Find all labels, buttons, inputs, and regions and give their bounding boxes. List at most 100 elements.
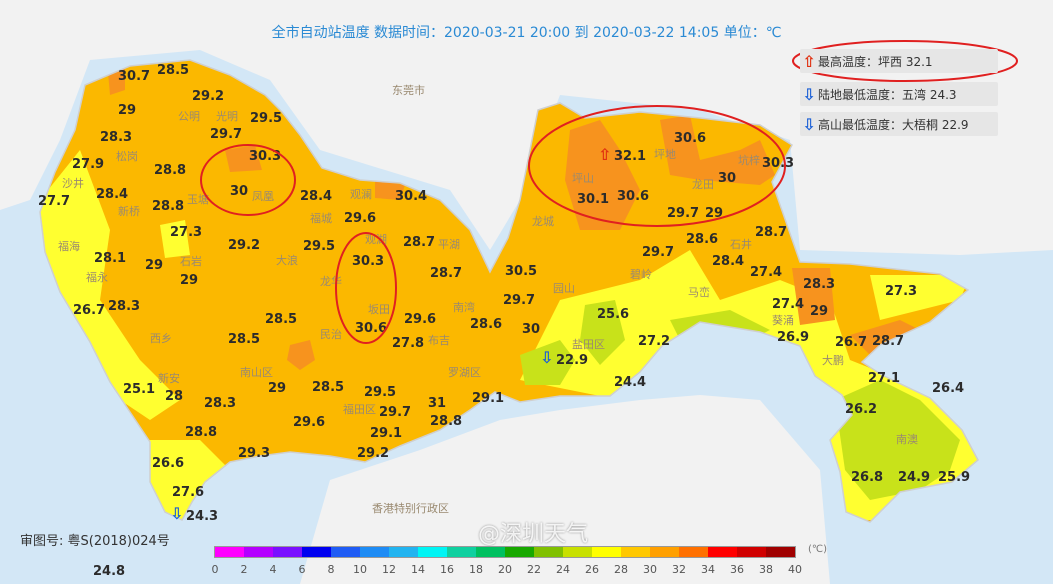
station-value: 29.7 <box>503 293 535 308</box>
color-scale-swatch <box>273 547 302 557</box>
district-label: 南澳 <box>896 433 918 446</box>
color-scale-swatch <box>679 547 708 557</box>
arrow-up-icon: ⇧ <box>802 51 816 71</box>
color-scale-swatch <box>389 547 418 557</box>
station-value: 28.7 <box>403 235 435 250</box>
annotation-circle-west <box>200 144 296 216</box>
annotation-circle-legend <box>792 40 1018 82</box>
temperature-zone-cool <box>870 275 970 320</box>
station-value: 30 <box>718 171 736 186</box>
station-value: 27.2 <box>638 334 670 349</box>
color-scale-swatch <box>244 547 273 557</box>
color-scale-swatch <box>418 547 447 557</box>
district-label: 龙城 <box>532 215 554 228</box>
land-min-temp-text: 陆地最低温度：五湾 24.3 <box>818 87 957 102</box>
color-scale-swatch <box>621 547 650 557</box>
color-scale-swatch <box>592 547 621 557</box>
district-label: 新桥 <box>118 204 140 218</box>
color-scale-tick: 6 <box>298 563 306 576</box>
temperature-zone-warm <box>660 115 775 185</box>
station-value: 31 <box>428 396 446 411</box>
temperature-zone-warm <box>565 120 640 230</box>
color-scale-swatch <box>766 547 795 557</box>
color-scale-tick: 34 <box>701 563 715 576</box>
district-label: 福城 <box>310 211 332 225</box>
district-label: 石井 <box>730 237 752 251</box>
district-label: 大浪 <box>276 253 298 267</box>
district-label: 碧岭 <box>630 267 652 281</box>
arrow-down-icon: ⇩ <box>802 114 816 134</box>
mountain-min-temp-item: ⇩ 高山最低温度：大梧桐 22.9 <box>800 112 998 136</box>
temperature-zone-warm <box>792 268 835 325</box>
station-value: 27.7 <box>38 194 70 209</box>
station-value: 29.2 <box>192 89 224 104</box>
color-scale-tick: 16 <box>440 563 454 576</box>
color-scale-tick: 14 <box>411 563 425 576</box>
arrow-down-icon: ⇩ <box>170 504 183 523</box>
district-label: 光明 <box>216 109 238 123</box>
station-value: 29.1 <box>370 426 402 441</box>
station-value: 24.3 <box>186 509 218 524</box>
station-value: 24.4 <box>614 375 646 390</box>
district-label: 南山区 <box>240 366 273 379</box>
color-scale-swatch <box>505 547 534 557</box>
color-scale-swatch <box>302 547 331 557</box>
station-value: 32.1 <box>614 149 646 164</box>
district-label: 坪地 <box>654 148 676 161</box>
color-scale-tick: 20 <box>498 563 512 576</box>
station-value: 29.7 <box>210 127 242 142</box>
color-scale-swatch <box>331 547 360 557</box>
district-label: 马峦 <box>688 285 710 299</box>
station-value: 28 <box>165 389 183 404</box>
station-value: 28.8 <box>430 414 462 429</box>
station-value: 28.5 <box>265 312 297 327</box>
station-value: 29 <box>180 273 198 288</box>
station-value: 30.6 <box>674 131 706 146</box>
temperature-zone-cool <box>160 220 190 258</box>
color-scale-swatch <box>215 547 244 557</box>
station-value: 29 <box>268 381 286 396</box>
station-value: 27.1 <box>868 371 900 386</box>
max-temp-item: ⇧ 最高温度：坪西 32.1 <box>800 49 998 73</box>
district-label: 新安 <box>158 371 180 385</box>
station-value: 25.9 <box>938 470 970 485</box>
station-value: 28.8 <box>185 425 217 440</box>
color-scale-swatch <box>476 547 505 557</box>
district-label: 坪山 <box>572 172 594 185</box>
land-min-temp-item: ⇩ 陆地最低温度：五湾 24.3 <box>800 82 998 106</box>
arrow-up-icon: ⇧ <box>598 145 611 164</box>
color-scale-tick: 12 <box>382 563 396 576</box>
color-scale-swatch <box>650 547 679 557</box>
station-value: 27.8 <box>392 336 424 351</box>
mountain-min-temp-text: 高山最低温度：大梧桐 22.9 <box>818 117 969 132</box>
annotation-circle-central <box>335 232 397 344</box>
temperature-zone-cool <box>40 150 180 420</box>
station-value: 22.9 <box>556 353 588 368</box>
station-value: 26.7 <box>835 335 867 350</box>
district-label: 观澜 <box>350 187 372 201</box>
district-label: 平湖 <box>438 238 460 251</box>
color-scale-tick: 10 <box>353 563 367 576</box>
temperature-zone-warm <box>225 145 262 172</box>
color-scale-tick: 40 <box>788 563 802 576</box>
station-value: 28.5 <box>157 63 189 78</box>
station-value: 29.6 <box>404 312 436 327</box>
temperature-zone-warm <box>375 180 405 200</box>
district-label: 松岗 <box>116 149 138 163</box>
station-value: 29.7 <box>379 405 411 420</box>
station-value: 29.7 <box>642 245 674 260</box>
station-value: 28.1 <box>94 251 126 266</box>
station-value: 30.1 <box>577 192 609 207</box>
district-label: 罗湖区 <box>448 366 481 379</box>
station-value: 30.7 <box>118 69 150 84</box>
district-label: 凤凰 <box>252 190 274 203</box>
district-label: 大鹏 <box>822 353 844 367</box>
station-value: 29.1 <box>472 391 504 406</box>
color-scale-swatch <box>737 547 766 557</box>
station-value: 28.6 <box>686 232 718 247</box>
station-value: 28.7 <box>430 266 462 281</box>
station-value: 29.3 <box>238 446 270 461</box>
station-value: 30.5 <box>505 264 537 279</box>
station-value: 28.4 <box>712 254 744 269</box>
station-value: 28.4 <box>96 187 128 202</box>
